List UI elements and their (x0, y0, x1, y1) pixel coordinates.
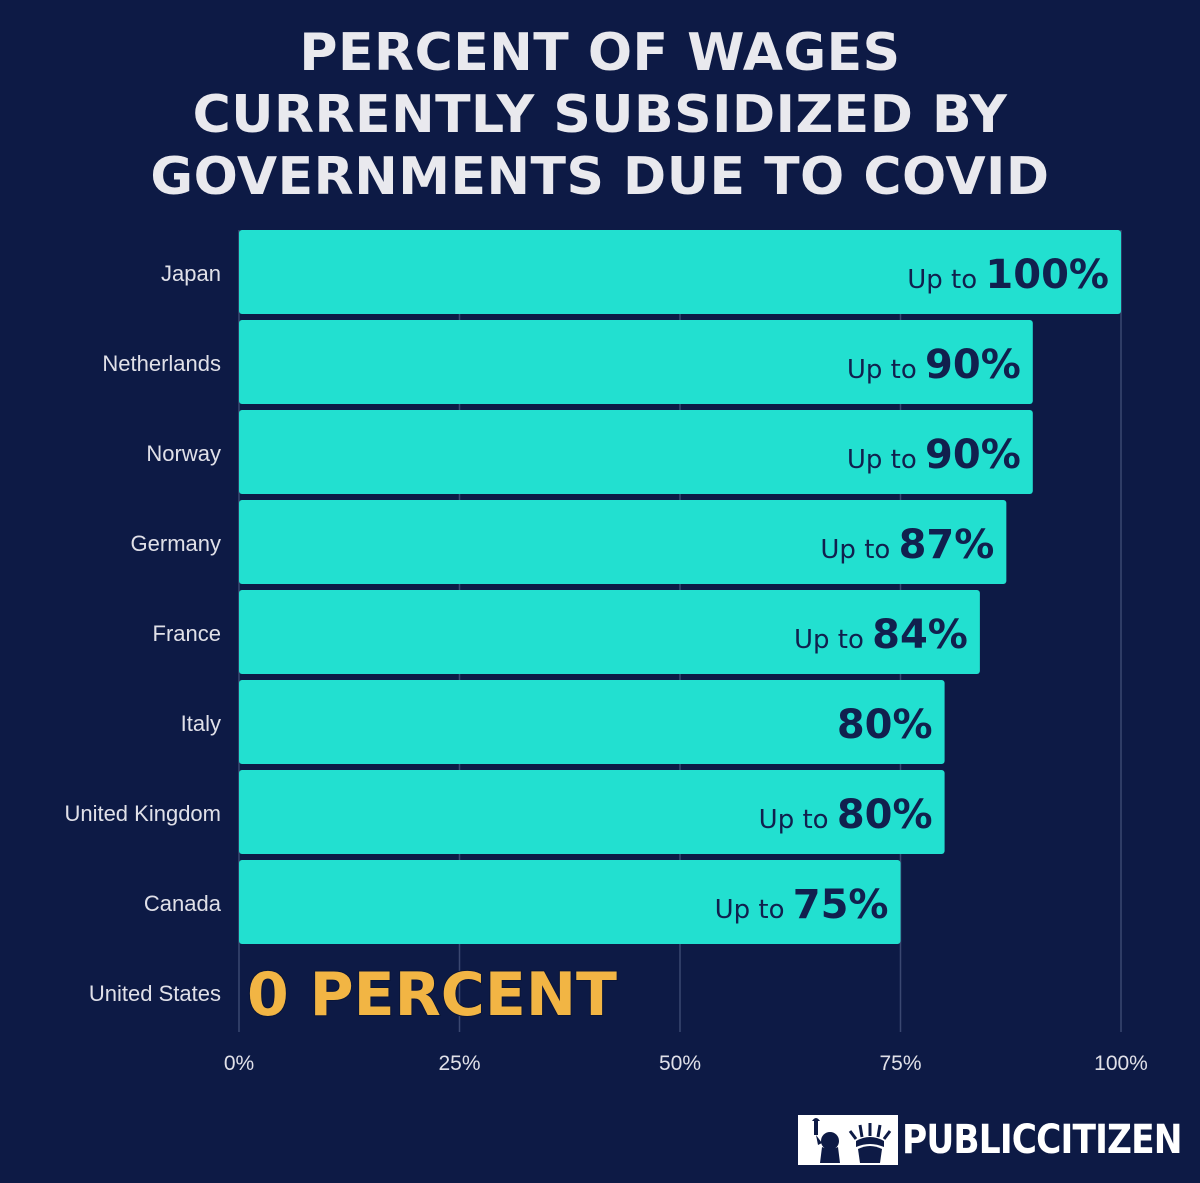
bar-value-number: 90% (925, 342, 1021, 388)
category-label: Japan (161, 261, 221, 286)
category-label: United States (89, 981, 221, 1006)
bar-value-label: Up to 80% (759, 792, 933, 838)
category-label: Canada (144, 891, 222, 916)
publiccitizen-logo: PUBLICCITIZEN (798, 1112, 1200, 1168)
category-label: France (153, 621, 221, 646)
bar (239, 230, 1121, 314)
bar (239, 500, 1007, 584)
bar-value-label: Up to 87% (820, 522, 994, 568)
bar-value-number: 100% (985, 252, 1109, 298)
bar-value-prefix: Up to (847, 355, 925, 385)
title-line-1: PERCENT OF WAGES (299, 23, 901, 83)
bar-value-number: 84% (872, 612, 968, 658)
x-tick-label: 25% (438, 1052, 480, 1075)
bar-value-prefix: Up to (907, 265, 985, 295)
bar-value-label: Up to 75% (715, 882, 889, 928)
category-label: Italy (181, 711, 221, 736)
bar-value-prefix: Up to (847, 445, 925, 475)
bar-value-prefix: Up to (759, 805, 837, 835)
us-value-label: 0 PERCENT (247, 960, 617, 1030)
bar-value-label: Up to 90% (847, 432, 1021, 478)
bar (239, 590, 980, 674)
bar-value-number: 75% (793, 882, 889, 928)
chart-title: PERCENT OF WAGES CURRENTLY SUBSIDIZED BY… (0, 22, 1200, 208)
bar-value-prefix: Up to (794, 625, 872, 655)
bar-value-number: 90% (925, 432, 1021, 478)
title-line-3: GOVERNMENTS DUE TO COVID (150, 147, 1050, 207)
x-tick-label: 75% (879, 1052, 921, 1075)
bar-value-prefix: Up to (820, 535, 898, 565)
bar (239, 860, 901, 944)
bar-value-number: 80% (837, 702, 933, 748)
bar-value-label: Up to 100% (907, 252, 1109, 298)
bar (239, 320, 1033, 404)
bar-value-number: 80% (837, 792, 933, 838)
category-label: Norway (146, 441, 221, 466)
bar-value-label: 80% (837, 702, 933, 748)
bar-value-prefix: Up to (715, 895, 793, 925)
x-tick-label: 50% (659, 1052, 701, 1075)
category-label: Netherlands (102, 351, 221, 376)
category-label: Germany (131, 531, 221, 556)
x-tick-label: 100% (1094, 1052, 1148, 1075)
bar (239, 680, 945, 764)
x-tick-label: 0% (224, 1052, 254, 1075)
bar-chart: 0% 25% 50% 75% 100% Japan Up to 100% Netherland… (64, 230, 1148, 1075)
title-line-2: CURRENTLY SUBSIDIZED BY (192, 85, 1008, 145)
bar-value-label: Up to 90% (847, 342, 1021, 388)
logo-text: PUBLICCITIZEN (902, 1117, 1183, 1163)
bar (239, 770, 945, 854)
statue-of-liberty-icon (798, 1115, 898, 1165)
category-label: United Kingdom (64, 801, 221, 826)
bar-value-number: 87% (899, 522, 995, 568)
bar (239, 410, 1033, 494)
bar-value-label: Up to 84% (794, 612, 968, 658)
